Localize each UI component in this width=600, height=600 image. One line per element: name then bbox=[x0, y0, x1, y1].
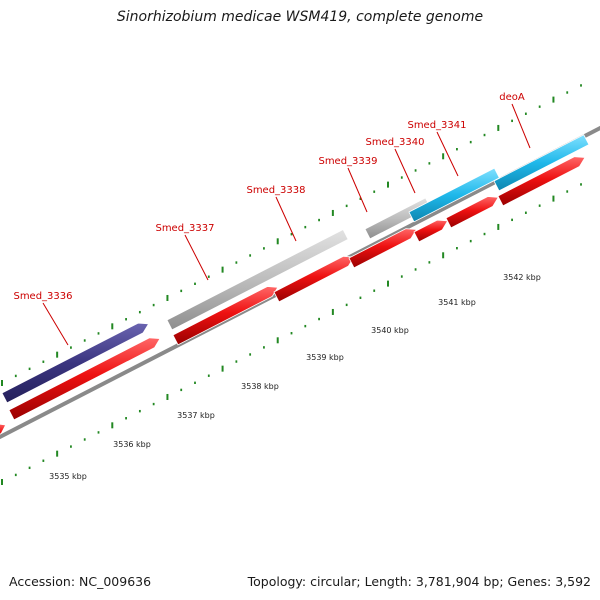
gene-label[interactable]: deoA bbox=[499, 92, 525, 103]
kbp-tick-label: 3540 kbp bbox=[371, 326, 409, 335]
gene-label[interactable]: Smed_3339 bbox=[318, 156, 377, 167]
gene-label[interactable]: Smed_3338 bbox=[246, 185, 305, 196]
gene-label[interactable]: Smed_3336 bbox=[13, 291, 72, 302]
cds-arrow bbox=[8, 337, 161, 421]
operon-block-cyan bbox=[493, 134, 590, 192]
cds-arrow bbox=[413, 219, 449, 243]
gene-label[interactable]: Smed_3337 bbox=[155, 223, 214, 234]
gene-leader-line bbox=[42, 302, 69, 346]
accession-text: Accession: NC_009636 bbox=[9, 574, 152, 589]
gene-leader-line bbox=[347, 167, 368, 213]
kbp-tick-label: 3539 kbp bbox=[306, 353, 344, 362]
kbp-tick-label: 3537 kbp bbox=[177, 411, 215, 420]
kbp-tick-label: 3535 kbp bbox=[49, 472, 87, 481]
genome-summary-text: Topology: circular; Length: 3,781,904 bp… bbox=[247, 574, 591, 589]
gene-leader-line bbox=[184, 234, 209, 281]
gene-label[interactable]: Smed_3340 bbox=[365, 137, 424, 148]
kbp-tick-label: 3542 kbp bbox=[503, 273, 541, 282]
gene-leader-line bbox=[394, 148, 416, 194]
gene-label[interactable]: Smed_3341 bbox=[407, 120, 466, 131]
cds-arrow bbox=[348, 228, 418, 269]
operon-block-gray bbox=[166, 228, 349, 331]
cds-arrow bbox=[445, 196, 499, 229]
gene-leader-line bbox=[436, 131, 459, 177]
cds-arrow bbox=[497, 156, 586, 207]
operon-block-purple bbox=[1, 322, 150, 404]
map-title: Sinorhizobium medicae WSM419, complete g… bbox=[116, 9, 484, 25]
kbp-tick-label: 3541 kbp bbox=[438, 298, 476, 307]
gene-leader-line bbox=[275, 196, 297, 242]
gene-leader-line bbox=[511, 103, 531, 149]
kbp-tick-label: 3538 kbp bbox=[241, 382, 279, 391]
cds-arrow bbox=[0, 423, 7, 435]
kbp-tick-label: 3536 kbp bbox=[113, 440, 151, 449]
